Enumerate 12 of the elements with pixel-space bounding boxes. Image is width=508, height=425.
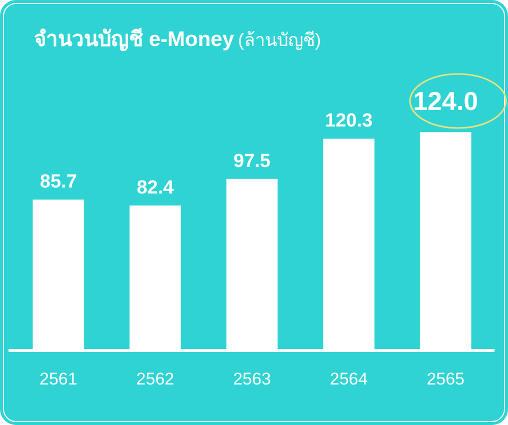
- x-tick-label: 2561: [39, 369, 78, 388]
- data-label: 124.0: [413, 86, 478, 116]
- x-tick-label: 2563: [233, 369, 271, 388]
- chart-subtitle: (ล้านบัญชี): [238, 30, 322, 50]
- x-tick-label: 2564: [330, 369, 368, 388]
- data-label: 120.3: [325, 110, 373, 132]
- data-label: 85.7: [40, 172, 77, 193]
- x-tick-label: 2565: [426, 369, 465, 388]
- chart-title: จำนวนบัญชี e-Money: [34, 28, 234, 51]
- x-tick-label: 2562: [136, 369, 174, 388]
- data-label: 97.5: [234, 150, 271, 172]
- data-label: 82.4: [136, 177, 174, 198]
